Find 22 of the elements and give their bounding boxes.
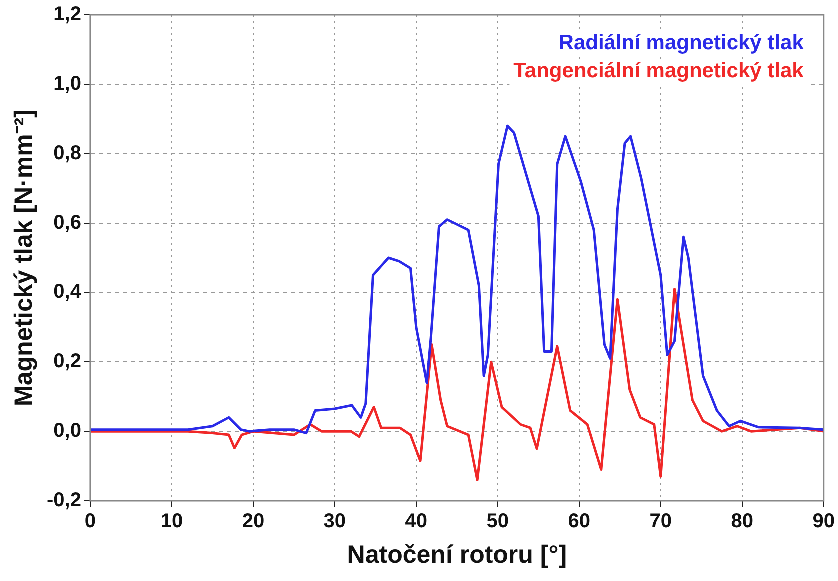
y-axis-title: Magnetický tlak [N·mm⁻²] xyxy=(10,110,38,406)
x-tick-label: 0 xyxy=(84,510,96,533)
text: Radiální magnetický tlak xyxy=(558,31,804,54)
y-tick-label: 0,4 xyxy=(54,281,82,304)
x-tick-label: 30 xyxy=(324,510,346,533)
x-tick-label: 20 xyxy=(242,510,265,533)
x-tick-label: 60 xyxy=(568,510,591,533)
x-axis-title: Natočení rotoru [°] xyxy=(347,540,568,569)
y-tick-label: 0,0 xyxy=(54,420,82,442)
text: Tangenciální magnetický tlak xyxy=(514,59,804,82)
y-tick-label: 0,8 xyxy=(54,142,82,164)
x-tick-label: 10 xyxy=(160,510,184,533)
x-tick-label: 90 xyxy=(812,510,835,533)
x-tick-label: 40 xyxy=(405,510,428,533)
x-tick-label: 70 xyxy=(650,510,672,533)
x-tick-label: 80 xyxy=(731,510,754,533)
y-tick-label: 1,2 xyxy=(54,4,82,26)
y-tick-label: 0,2 xyxy=(54,350,82,373)
y-tick-label: 1,0 xyxy=(54,72,82,95)
y-tick-label: -0,2 xyxy=(46,490,82,512)
y-tick-label: 0,6 xyxy=(54,212,82,234)
x-tick-label: 50 xyxy=(486,510,510,533)
